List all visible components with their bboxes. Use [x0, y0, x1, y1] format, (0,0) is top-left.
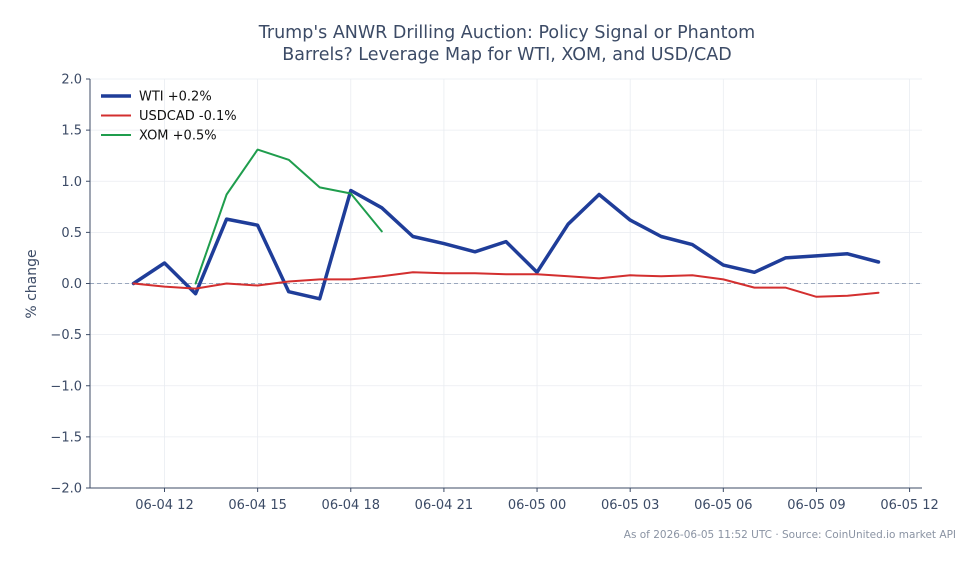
x-tick-label: 06-04 18 — [322, 498, 380, 513]
y-tick-label: 0.0 — [61, 277, 82, 292]
series-line-xom — [194, 148, 383, 285]
y-axis-label: % change — [24, 249, 40, 318]
x-tick-label: 06-04 12 — [135, 498, 193, 513]
x-tick-label: 06-04 21 — [415, 498, 473, 513]
y-tick-label: −2.0 — [50, 482, 82, 497]
legend: WTI +0.2% USDCAD -0.1% XOM +0.5% — [101, 90, 237, 144]
y-tick-label: 2.0 — [61, 73, 82, 88]
legend-label: XOM +0.5% — [139, 129, 217, 144]
x-tick-label: 06-05 03 — [601, 498, 659, 513]
chart-title-line-2: Barrels? Leverage Map for WTI, XOM, and … — [282, 45, 731, 65]
legend-label: USDCAD -0.1% — [139, 109, 237, 124]
x-tick-label: 06-05 12 — [880, 498, 938, 513]
legend-label: WTI +0.2% — [139, 90, 212, 105]
x-tick-labels: 06-04 12 06-04 15 06-04 18 06-04 21 06-05 00… — [135, 488, 939, 513]
source-footer: As of 2026-06-05 11:52 UTC · Source: Coi… — [624, 529, 956, 541]
x-tick-label: 06-05 00 — [508, 498, 566, 513]
series-line-usdcad — [132, 271, 880, 298]
y-tick-label: 1.5 — [61, 124, 82, 139]
chart-title-line-1: Trump's ANWR Drilling Auction: Policy Si… — [258, 23, 755, 43]
y-tick-label: −1.5 — [50, 430, 82, 445]
series-lines — [131, 148, 881, 301]
y-tick-label: 1.0 — [61, 175, 82, 190]
y-tick-label: 0.5 — [61, 226, 82, 241]
x-tick-label: 06-05 09 — [787, 498, 845, 513]
series-line-wti — [131, 188, 881, 301]
x-tick-label: 06-04 15 — [228, 498, 286, 513]
y-tick-label: −1.0 — [50, 379, 82, 394]
x-tick-label: 06-05 06 — [694, 498, 752, 513]
y-tick-labels: −2.0 −1.5 −1.0 −0.5 0.0 0.5 1.0 1.5 2.0 — [50, 73, 90, 497]
y-tick-label: −0.5 — [50, 328, 82, 343]
